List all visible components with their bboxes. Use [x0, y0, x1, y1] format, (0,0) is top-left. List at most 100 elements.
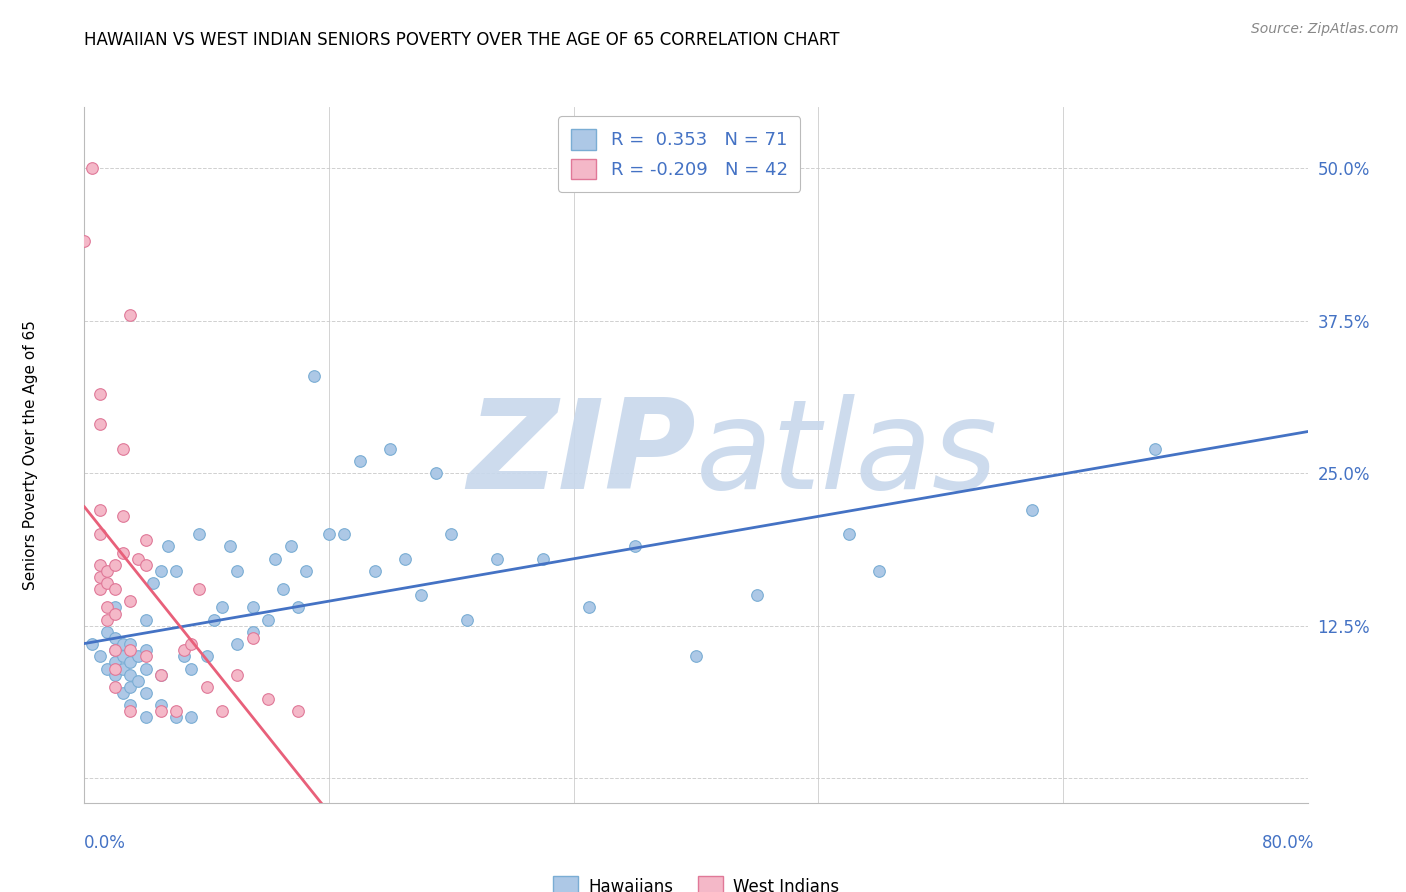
Point: [111, 661, 134, 675]
Point: [165, 564, 187, 578]
Point: [96, 564, 118, 578]
Point: [104, 631, 127, 645]
Point: [111, 637, 134, 651]
Point: [149, 698, 172, 713]
Legend: Hawaiians, West Indians: Hawaiians, West Indians: [547, 870, 845, 892]
Point: [104, 656, 127, 670]
Point: [111, 442, 134, 456]
Point: [456, 613, 478, 627]
Point: [96, 600, 118, 615]
Point: [96, 624, 118, 639]
Point: [180, 661, 202, 675]
Point: [180, 637, 202, 651]
Point: [157, 540, 180, 554]
Point: [104, 643, 127, 657]
Point: [73, 235, 96, 249]
Text: 80.0%: 80.0%: [1263, 834, 1315, 852]
Point: [120, 680, 142, 694]
Point: [111, 545, 134, 559]
Point: [104, 600, 127, 615]
Point: [135, 558, 157, 572]
Point: [120, 594, 142, 608]
Point: [202, 613, 225, 627]
Point: [149, 667, 172, 681]
Point: [264, 551, 287, 566]
Point: [135, 686, 157, 700]
Point: [104, 582, 127, 597]
Point: [127, 649, 149, 664]
Point: [96, 613, 118, 627]
Point: [302, 368, 325, 383]
Point: [226, 564, 249, 578]
Point: [96, 661, 118, 675]
Point: [135, 649, 157, 664]
Point: [211, 704, 233, 718]
Point: [120, 637, 142, 651]
Point: [242, 624, 264, 639]
Point: [149, 564, 172, 578]
Point: [165, 704, 187, 718]
Point: [89, 417, 111, 432]
Text: ZIP: ZIP: [467, 394, 696, 516]
Point: [280, 540, 302, 554]
Point: [89, 527, 111, 541]
Point: [149, 704, 172, 718]
Point: [226, 667, 249, 681]
Point: [349, 454, 371, 468]
Point: [127, 551, 149, 566]
Point: [89, 558, 111, 572]
Point: [89, 582, 111, 597]
Point: [104, 680, 127, 694]
Point: [318, 527, 340, 541]
Point: [173, 649, 195, 664]
Point: [271, 582, 294, 597]
Point: [531, 551, 554, 566]
Point: [96, 576, 118, 591]
Point: [135, 710, 157, 724]
Point: [1021, 503, 1043, 517]
Point: [149, 667, 172, 681]
Point: [578, 600, 600, 615]
Point: [188, 582, 211, 597]
Point: [685, 649, 707, 664]
Point: [838, 527, 860, 541]
Text: 0.0%: 0.0%: [84, 834, 127, 852]
Point: [80, 161, 103, 175]
Point: [257, 692, 280, 706]
Point: [188, 527, 211, 541]
Point: [218, 540, 240, 554]
Point: [89, 387, 111, 401]
Point: [120, 698, 142, 713]
Point: [287, 704, 309, 718]
Point: [287, 600, 309, 615]
Point: [173, 643, 195, 657]
Point: [364, 564, 387, 578]
Point: [226, 637, 249, 651]
Point: [104, 661, 127, 675]
Text: atlas: atlas: [696, 394, 998, 516]
Point: [120, 643, 142, 657]
Point: [135, 533, 157, 548]
Point: [80, 637, 103, 651]
Point: [120, 704, 142, 718]
Point: [104, 643, 127, 657]
Point: [104, 667, 127, 681]
Point: [135, 613, 157, 627]
Point: [295, 564, 318, 578]
Point: [211, 600, 233, 615]
Point: [242, 600, 264, 615]
Point: [111, 649, 134, 664]
Point: [104, 607, 127, 621]
Point: [394, 551, 416, 566]
Point: [242, 631, 264, 645]
Point: [120, 656, 142, 670]
Point: [869, 564, 891, 578]
Point: [486, 551, 509, 566]
Point: [1143, 442, 1166, 456]
Point: [333, 527, 356, 541]
Text: HAWAIIAN VS WEST INDIAN SENIORS POVERTY OVER THE AGE OF 65 CORRELATION CHART: HAWAIIAN VS WEST INDIAN SENIORS POVERTY …: [84, 31, 839, 49]
Point: [104, 558, 127, 572]
Point: [89, 503, 111, 517]
Point: [135, 643, 157, 657]
Point: [180, 710, 202, 724]
